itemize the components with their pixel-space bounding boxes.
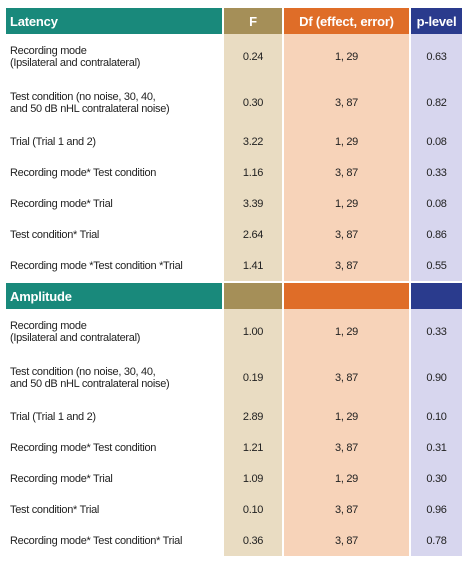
cell: 1, 29 (284, 126, 409, 157)
cell: 3, 87 (284, 219, 409, 250)
cell: 3.22 (224, 126, 282, 157)
column-header (224, 283, 282, 309)
stats-table: Latency F Df (effect, error) p-level Recordi… (4, 8, 464, 556)
row-label: Recording mode* Test condition (6, 432, 222, 463)
row-label: Test condition (no noise, 30, 40, and 50… (6, 355, 222, 401)
table-container: Latency F Df (effect, error) p-level Recordi… (4, 8, 464, 556)
column-header (411, 283, 462, 309)
cell: 2.64 (224, 219, 282, 250)
cell: 1.09 (224, 463, 282, 494)
row-label: Recording mode* Trial (6, 188, 222, 219)
spacer (6, 281, 462, 283)
section-header: Amplitude (6, 283, 462, 309)
cell: 0.33 (411, 309, 462, 355)
row-label: Recording mode* Trial (6, 463, 222, 494)
cell: 1.00 (224, 309, 282, 355)
cell: 3, 87 (284, 250, 409, 281)
data-row: Recording mode* Trial 1.09 1, 29 0.30 (6, 463, 462, 494)
cell: 0.82 (411, 80, 462, 126)
row-label: Trial (Trial 1 and 2) (6, 401, 222, 432)
data-row: Recording mode *Test condition *Trial 1.4… (6, 250, 462, 281)
cell: 3, 87 (284, 432, 409, 463)
data-row: Trial (Trial 1 and 2) 2.89 1, 29 0.10 (6, 401, 462, 432)
data-row: Test condition (no noise, 30, 40, and 50… (6, 355, 462, 401)
section-title: Amplitude (6, 283, 222, 309)
cell: 0.86 (411, 219, 462, 250)
data-row: Recording mode* Test condition 1.16 3, 87 0… (6, 157, 462, 188)
row-label: Recording mode *Test condition *Trial (6, 250, 222, 281)
cell: 0.10 (224, 494, 282, 525)
row-label: Recording mode* Test condition (6, 157, 222, 188)
cell: 3.39 (224, 188, 282, 219)
cell: 1.21 (224, 432, 282, 463)
cell: 0.55 (411, 250, 462, 281)
spacer-cell (6, 281, 222, 283)
cell: 0.31 (411, 432, 462, 463)
cell: 0.19 (224, 355, 282, 401)
cell: 1.16 (224, 157, 282, 188)
cell: 1, 29 (284, 34, 409, 80)
cell: 3, 87 (284, 80, 409, 126)
spacer-cell (224, 281, 282, 283)
cell: 1, 29 (284, 401, 409, 432)
data-row: Recording mode* Test condition 1.21 3, 87 0… (6, 432, 462, 463)
cell: 3, 87 (284, 494, 409, 525)
data-row: Test condition* Trial 0.10 3, 87 0.96 (6, 494, 462, 525)
row-label: Recording mode* Test condition* Trial (6, 525, 222, 556)
column-header: F (224, 8, 282, 34)
cell: 0.33 (411, 157, 462, 188)
data-row: Recording mode* Test condition* Trial 0.3… (6, 525, 462, 556)
cell: 0.08 (411, 126, 462, 157)
cell: 0.78 (411, 525, 462, 556)
data-row: Recording mode (Ipsilateral and contrala… (6, 309, 462, 355)
column-header: Df (effect, error) (284, 8, 409, 34)
spacer-cell (284, 281, 409, 283)
row-label: Test condition* Trial (6, 219, 222, 250)
row-label: Test condition* Trial (6, 494, 222, 525)
row-label: Trial (Trial 1 and 2) (6, 126, 222, 157)
cell: 2.89 (224, 401, 282, 432)
data-row: Test condition (no noise, 30, 40, and 50… (6, 80, 462, 126)
column-header: p-level (411, 8, 462, 34)
cell: 0.10 (411, 401, 462, 432)
cell: 0.96 (411, 494, 462, 525)
section-header: Latency F Df (effect, error) p-level (6, 8, 462, 34)
data-row: Recording mode* Trial 3.39 1, 29 0.08 (6, 188, 462, 219)
cell: 0.08 (411, 188, 462, 219)
cell: 3, 87 (284, 157, 409, 188)
cell: 3, 87 (284, 525, 409, 556)
cell: 1, 29 (284, 188, 409, 219)
cell: 1, 29 (284, 463, 409, 494)
column-header (284, 283, 409, 309)
cell: 0.63 (411, 34, 462, 80)
cell: 0.36 (224, 525, 282, 556)
cell: 0.30 (411, 463, 462, 494)
row-label: Recording mode (Ipsilateral and contrala… (6, 34, 222, 80)
cell: 1, 29 (284, 309, 409, 355)
section-title: Latency (6, 8, 222, 34)
row-label: Recording mode (Ipsilateral and contrala… (6, 309, 222, 355)
cell: 3, 87 (284, 355, 409, 401)
cell: 0.90 (411, 355, 462, 401)
data-row: Test condition* Trial 2.64 3, 87 0.86 (6, 219, 462, 250)
data-row: Trial (Trial 1 and 2) 3.22 1, 29 0.08 (6, 126, 462, 157)
spacer-cell (411, 281, 462, 283)
data-row: Recording mode (Ipsilateral and contrala… (6, 34, 462, 80)
cell: 0.24 (224, 34, 282, 80)
cell: 1.41 (224, 250, 282, 281)
cell: 0.30 (224, 80, 282, 126)
row-label: Test condition (no noise, 30, 40, and 50… (6, 80, 222, 126)
